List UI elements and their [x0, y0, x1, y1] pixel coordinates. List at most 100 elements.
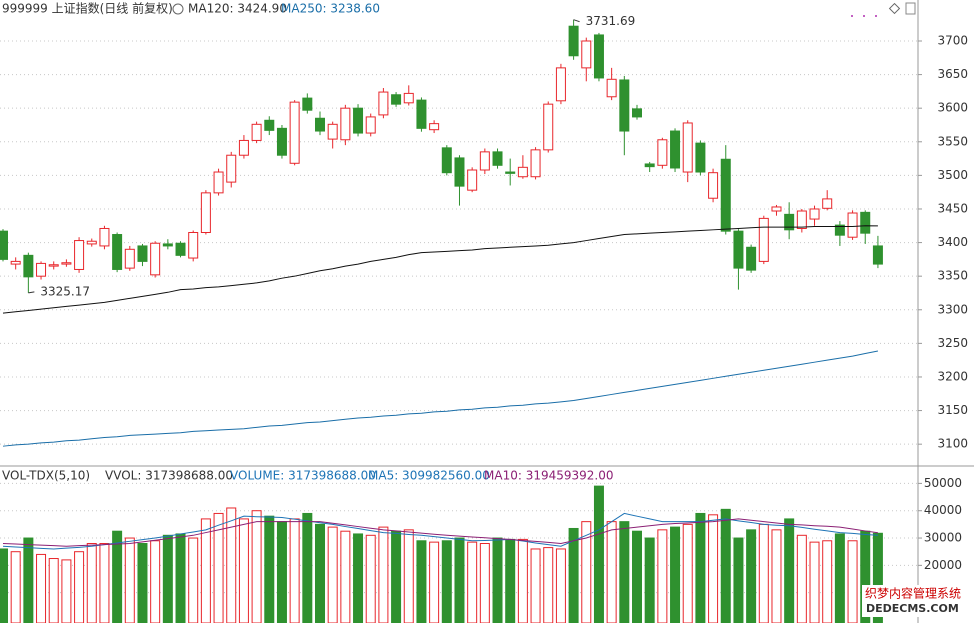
volume-bar	[606, 521, 617, 623]
candle-body	[682, 122, 693, 173]
candle-body	[378, 91, 389, 116]
volume-bar	[746, 529, 757, 623]
volume-bar	[657, 529, 668, 623]
volume-bar	[99, 543, 110, 623]
watermark: DEDECMS.COM	[866, 602, 959, 615]
ma5-label: MA5: 309982560.00	[368, 469, 490, 483]
candle-body	[289, 101, 300, 164]
volume-bar	[530, 548, 541, 623]
candle-body	[251, 123, 262, 141]
volume-bar	[112, 530, 123, 623]
candle-body	[822, 198, 833, 209]
volume-bar	[644, 537, 655, 623]
y-tick-label: 3700	[937, 33, 968, 47]
candle-body	[353, 107, 364, 134]
volume-bar	[36, 553, 47, 623]
volume-bar	[670, 526, 681, 623]
candle-body	[162, 243, 173, 247]
volume-bar	[61, 559, 72, 623]
y-tick-label: 3300	[937, 302, 968, 316]
candle-body	[0, 230, 8, 260]
candle-body	[784, 213, 795, 231]
volume-bar	[238, 518, 249, 623]
volume-bar	[872, 532, 883, 623]
volume-label: VOLUME: 317398688.00	[230, 469, 376, 483]
ma120-label: MA120: 3424.90	[188, 2, 287, 16]
volume-bar	[632, 530, 642, 623]
volume-bar	[733, 537, 744, 623]
volume-title: VOL-TDX(5,10)	[2, 469, 90, 483]
candle-body	[10, 260, 21, 265]
annotation-arrow	[28, 291, 35, 294]
volume-bar	[708, 514, 719, 623]
candle-body	[847, 212, 858, 238]
y-tick-label: 40000	[924, 503, 962, 517]
volume-bar	[137, 543, 148, 623]
candle-body	[416, 99, 427, 129]
ma10-label: MA10: 319459392.00	[484, 469, 614, 483]
volume-bar	[479, 543, 490, 623]
volume-bar	[847, 540, 858, 623]
volume-bar	[416, 540, 427, 623]
volume-bar	[365, 534, 376, 623]
candle-body	[340, 107, 351, 141]
candle-body	[74, 240, 85, 270]
y-tick-label: 3500	[937, 168, 968, 182]
candle-body	[593, 34, 604, 79]
volume-bar	[517, 538, 528, 623]
high-annotation: 3731.69	[586, 14, 636, 28]
candle-body	[479, 151, 490, 171]
candle-body	[720, 158, 731, 232]
volume-bar	[74, 551, 85, 623]
candle-body	[555, 67, 566, 102]
volume-bar	[809, 541, 820, 623]
candle-body	[315, 117, 325, 132]
y-tick-label: 3100	[937, 437, 968, 451]
volume-bar	[353, 533, 364, 623]
volume-bar	[264, 515, 275, 623]
candle-body	[36, 262, 47, 277]
candle-body	[391, 94, 402, 105]
volume-bar	[720, 508, 731, 623]
volume-bar	[200, 518, 211, 623]
volume-bar	[695, 512, 706, 623]
volume-bar	[822, 540, 833, 623]
candle-body	[771, 206, 782, 212]
candle-body	[619, 79, 630, 132]
volume-bar	[10, 551, 21, 623]
icon[interactable]	[888, 2, 901, 15]
y-tick-label: 3200	[937, 369, 968, 383]
volume-bar	[188, 537, 199, 623]
volume-bar	[124, 537, 135, 623]
candle-body	[327, 123, 338, 140]
y-tick-label: 3400	[937, 235, 968, 249]
low-annotation: 3325.17	[40, 284, 90, 298]
candle-body	[200, 192, 211, 234]
candle-body	[492, 151, 503, 166]
candle-body	[530, 149, 541, 178]
candle-body	[834, 224, 845, 236]
candle-body	[517, 166, 528, 178]
icon[interactable]	[905, 2, 916, 15]
moving-average-line	[2, 225, 878, 314]
candle-body	[632, 108, 642, 118]
volume-bar	[492, 537, 503, 623]
volume-bar	[796, 534, 807, 623]
candle-body	[733, 230, 744, 269]
watermark: 织梦内容管理系统	[865, 586, 961, 601]
icon[interactable]	[172, 3, 184, 15]
candle-body	[606, 78, 617, 98]
y-tick-label: 3350	[937, 269, 968, 283]
candle-body	[809, 208, 820, 220]
volume-bar	[429, 541, 440, 623]
volume-bar	[289, 518, 300, 623]
candle-body	[137, 245, 148, 262]
candle-body	[175, 242, 186, 256]
candle-body	[99, 227, 110, 247]
candle-body	[746, 246, 757, 271]
candle-body	[568, 25, 579, 57]
volume-bar	[619, 521, 630, 623]
y-tick-label: 50000	[924, 476, 962, 490]
